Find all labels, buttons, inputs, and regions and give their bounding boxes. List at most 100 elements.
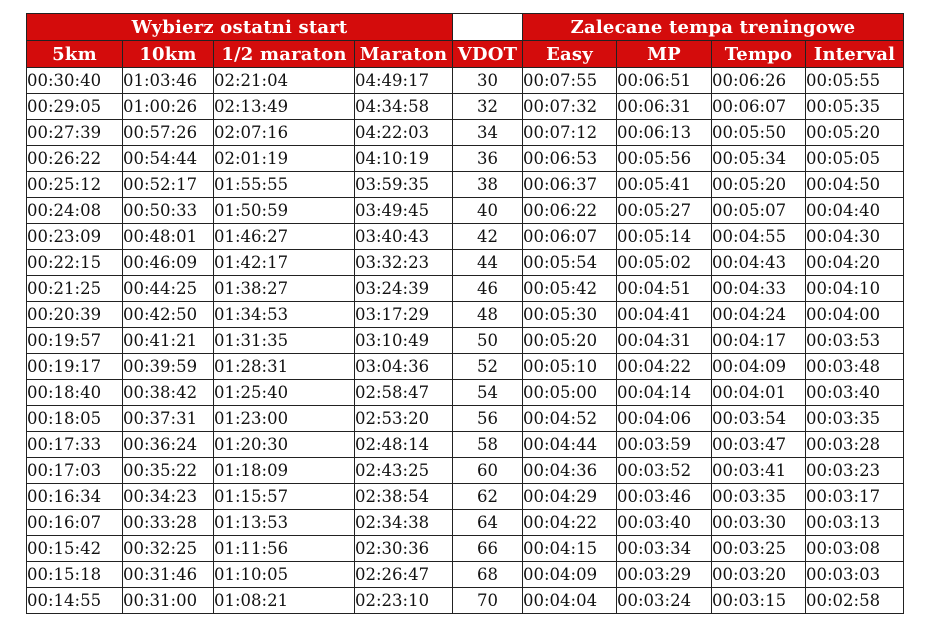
vdot-cell: 46 [452, 275, 523, 302]
time-cell: 02:43:25 [354, 457, 453, 484]
time-cell: 00:05:07 [711, 197, 806, 224]
vdot-cell: 36 [452, 145, 523, 172]
group-header-spacer [452, 13, 523, 41]
time-cell: 00:57:26 [122, 119, 214, 146]
time-cell: 00:24:08 [26, 197, 123, 224]
time-cell: 00:06:07 [711, 93, 806, 120]
time-cell: 00:07:55 [522, 67, 617, 94]
time-cell: 00:03:23 [805, 457, 904, 484]
time-cell: 00:54:44 [122, 145, 214, 172]
time-cell: 02:58:47 [354, 379, 453, 406]
table-row: 00:18:05 00:37:31 01:23:00 02:53:20 56 00:04:… [26, 405, 904, 432]
table-row: 00:23:09 00:48:01 01:46:27 03:40:43 42 00:06:… [26, 223, 904, 250]
time-cell: 00:18:40 [26, 379, 123, 406]
time-cell: 00:03:47 [711, 431, 806, 458]
time-cell: 00:15:42 [26, 535, 123, 562]
time-cell: 00:03:24 [616, 587, 712, 614]
time-cell: 01:42:17 [213, 249, 355, 276]
time-cell: 00:18:05 [26, 405, 123, 432]
time-cell: 00:03:03 [805, 561, 904, 588]
time-cell: 02:07:16 [213, 119, 355, 146]
time-cell: 00:06:22 [522, 197, 617, 224]
time-cell: 00:05:30 [522, 301, 617, 328]
time-cell: 00:05:56 [616, 145, 712, 172]
time-cell: 00:06:13 [616, 119, 712, 146]
vdot-cell: 66 [452, 535, 523, 562]
time-cell: 00:03:29 [616, 561, 712, 588]
time-cell: 01:28:31 [213, 353, 355, 380]
table-row: 00:17:33 00:36:24 01:20:30 02:48:14 58 00:04:… [26, 431, 904, 458]
time-cell: 01:00:26 [122, 93, 214, 120]
time-cell: 00:04:30 [805, 223, 904, 250]
time-cell: 00:05:02 [616, 249, 712, 276]
time-cell: 01:08:21 [213, 587, 355, 614]
time-cell: 01:55:55 [213, 171, 355, 198]
time-cell: 02:23:10 [354, 587, 453, 614]
vdot-cell: 70 [452, 587, 523, 614]
time-cell: 00:30:40 [26, 67, 123, 94]
time-cell: 01:03:46 [122, 67, 214, 94]
time-cell: 00:32:25 [122, 535, 214, 562]
column-header: Maraton [354, 40, 453, 68]
time-cell: 00:03:30 [711, 509, 806, 536]
time-cell: 00:36:24 [122, 431, 214, 458]
time-cell: 00:05:41 [616, 171, 712, 198]
time-cell: 00:02:58 [805, 587, 904, 614]
time-cell: 01:18:09 [213, 457, 355, 484]
time-cell: 00:35:22 [122, 457, 214, 484]
time-cell: 00:04:50 [805, 171, 904, 198]
time-cell: 00:06:37 [522, 171, 617, 198]
time-cell: 00:06:53 [522, 145, 617, 172]
time-cell: 00:26:22 [26, 145, 123, 172]
time-cell: 00:06:26 [711, 67, 806, 94]
vdot-cell: 60 [452, 457, 523, 484]
time-cell: 02:13:49 [213, 93, 355, 120]
time-cell: 00:04:04 [522, 587, 617, 614]
time-cell: 00:04:36 [522, 457, 617, 484]
time-cell: 00:16:07 [26, 509, 123, 536]
time-cell: 00:05:05 [805, 145, 904, 172]
time-cell: 00:03:28 [805, 431, 904, 458]
time-cell: 04:10:19 [354, 145, 453, 172]
time-cell: 00:04:17 [711, 327, 806, 354]
time-cell: 00:17:03 [26, 457, 123, 484]
time-cell: 00:17:33 [26, 431, 123, 458]
time-cell: 00:05:42 [522, 275, 617, 302]
time-cell: 03:32:23 [354, 249, 453, 276]
time-cell: 01:38:27 [213, 275, 355, 302]
table-row: 00:17:03 00:35:22 01:18:09 02:43:25 60 00:04:… [26, 457, 904, 484]
column-header-row: 5km 10km 1/2 maraton Maraton VDOT Easy MP Tempo… [26, 40, 904, 68]
time-cell: 00:38:42 [122, 379, 214, 406]
time-cell: 03:59:35 [354, 171, 453, 198]
table-row: 00:27:39 00:57:26 02:07:16 04:22:03 34 00:07:… [26, 119, 904, 146]
group-header-last-race: Wybierz ostatni start [26, 13, 453, 41]
time-cell: 01:23:00 [213, 405, 355, 432]
time-cell: 00:14:55 [26, 587, 123, 614]
time-cell: 02:21:04 [213, 67, 355, 94]
vdot-cell: 44 [452, 249, 523, 276]
time-cell: 00:04:15 [522, 535, 617, 562]
time-cell: 00:05:35 [805, 93, 904, 120]
time-cell: 00:04:22 [616, 353, 712, 380]
column-header: Tempo [711, 40, 806, 68]
time-cell: 00:04:10 [805, 275, 904, 302]
table-row: 00:14:55 00:31:00 01:08:21 02:23:10 70 00:04:… [26, 587, 904, 614]
time-cell: 00:05:14 [616, 223, 712, 250]
time-cell: 00:04:09 [522, 561, 617, 588]
column-header: 5km [26, 40, 123, 68]
table-row: 00:29:05 01:00:26 02:13:49 04:34:58 32 00:07:… [26, 93, 904, 120]
time-cell: 00:07:32 [522, 93, 617, 120]
time-cell: 00:05:20 [805, 119, 904, 146]
time-cell: 00:05:20 [711, 171, 806, 198]
time-cell: 00:04:09 [711, 353, 806, 380]
vdot-cell: 34 [452, 119, 523, 146]
time-cell: 02:48:14 [354, 431, 453, 458]
time-cell: 01:31:35 [213, 327, 355, 354]
time-cell: 01:15:57 [213, 483, 355, 510]
time-cell: 02:34:38 [354, 509, 453, 536]
time-cell: 00:03:40 [616, 509, 712, 536]
vdot-cell: 50 [452, 327, 523, 354]
time-cell: 00:03:20 [711, 561, 806, 588]
time-cell: 00:04:06 [616, 405, 712, 432]
time-cell: 00:03:25 [711, 535, 806, 562]
